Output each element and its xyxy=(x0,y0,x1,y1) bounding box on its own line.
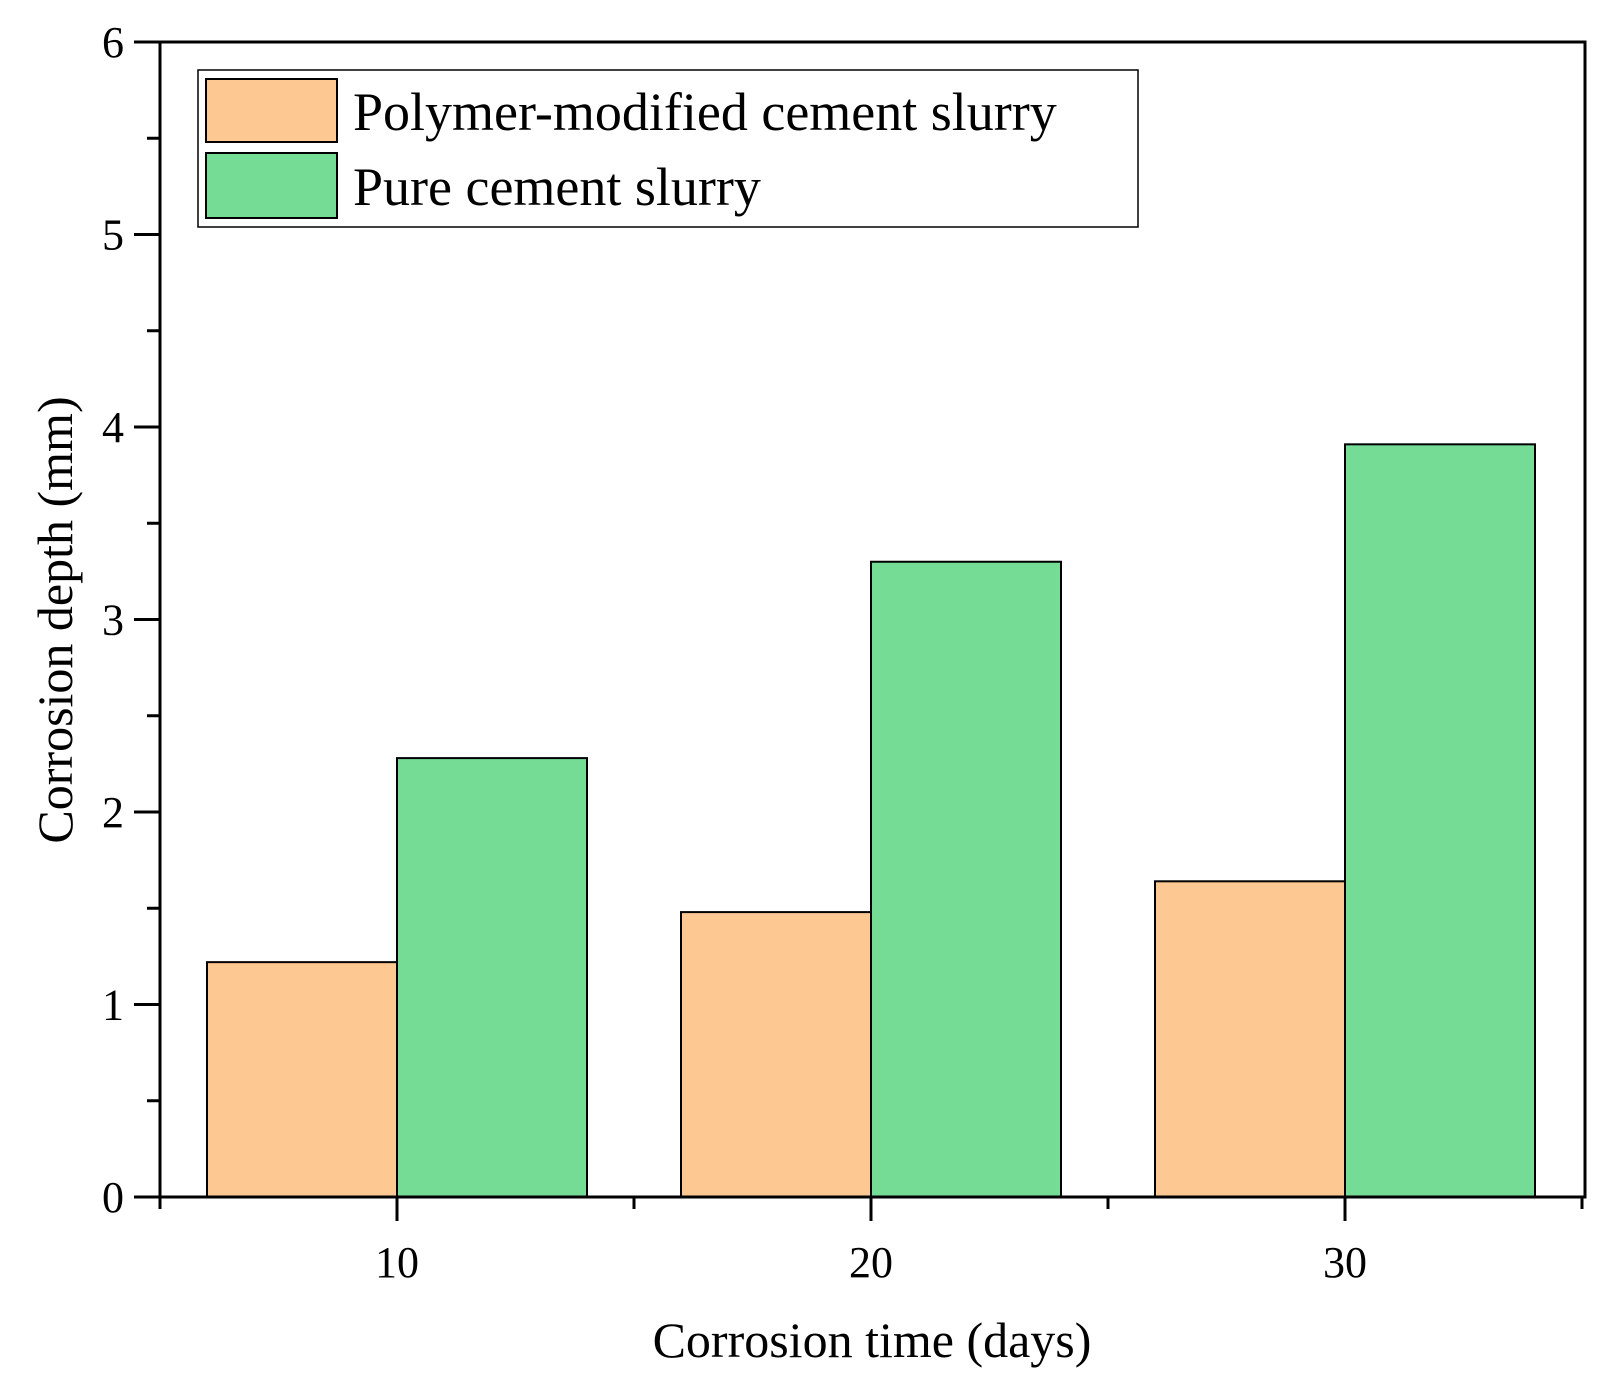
legend-label-pure: Pure cement slurry xyxy=(353,157,761,217)
legend-swatch-pure xyxy=(205,152,338,219)
y-tick-label: 4 xyxy=(102,403,124,452)
y-tick-label: 3 xyxy=(102,596,124,645)
y-tick-label: 1 xyxy=(102,981,124,1030)
y-tick-label: 2 xyxy=(102,788,124,837)
y-axis: 0 1 2 3 4 5 6 xyxy=(102,18,160,1222)
bar-polymer-30 xyxy=(1154,880,1346,1198)
y-tick-label: 5 xyxy=(102,211,124,260)
bar-pure-20 xyxy=(870,560,1062,1198)
x-tick-label: 10 xyxy=(375,1238,419,1287)
x-tick-label: 30 xyxy=(1323,1238,1367,1287)
legend-frame xyxy=(197,69,1139,228)
x-axis: 10 20 30 xyxy=(158,1197,1584,1287)
y-axis-title: Corrosion depth (mm) xyxy=(27,396,83,843)
bar-pure-30 xyxy=(1344,443,1536,1198)
bar-polymer-20 xyxy=(680,911,872,1198)
legend-label-polymer: Polymer-modified cement slurry xyxy=(353,82,1057,142)
x-axis-title: Corrosion time (days) xyxy=(653,1312,1092,1368)
legend: Polymer-modified cement slurry Pure ceme… xyxy=(197,69,1139,228)
legend-swatch-polymer xyxy=(205,78,338,143)
bar-pure-10 xyxy=(396,757,588,1198)
bars-layer xyxy=(206,443,1536,1199)
y-tick-label: 0 xyxy=(102,1173,124,1222)
bar-polymer-10 xyxy=(206,961,398,1199)
x-tick-label: 20 xyxy=(849,1238,893,1287)
y-tick-label: 6 xyxy=(102,18,124,67)
